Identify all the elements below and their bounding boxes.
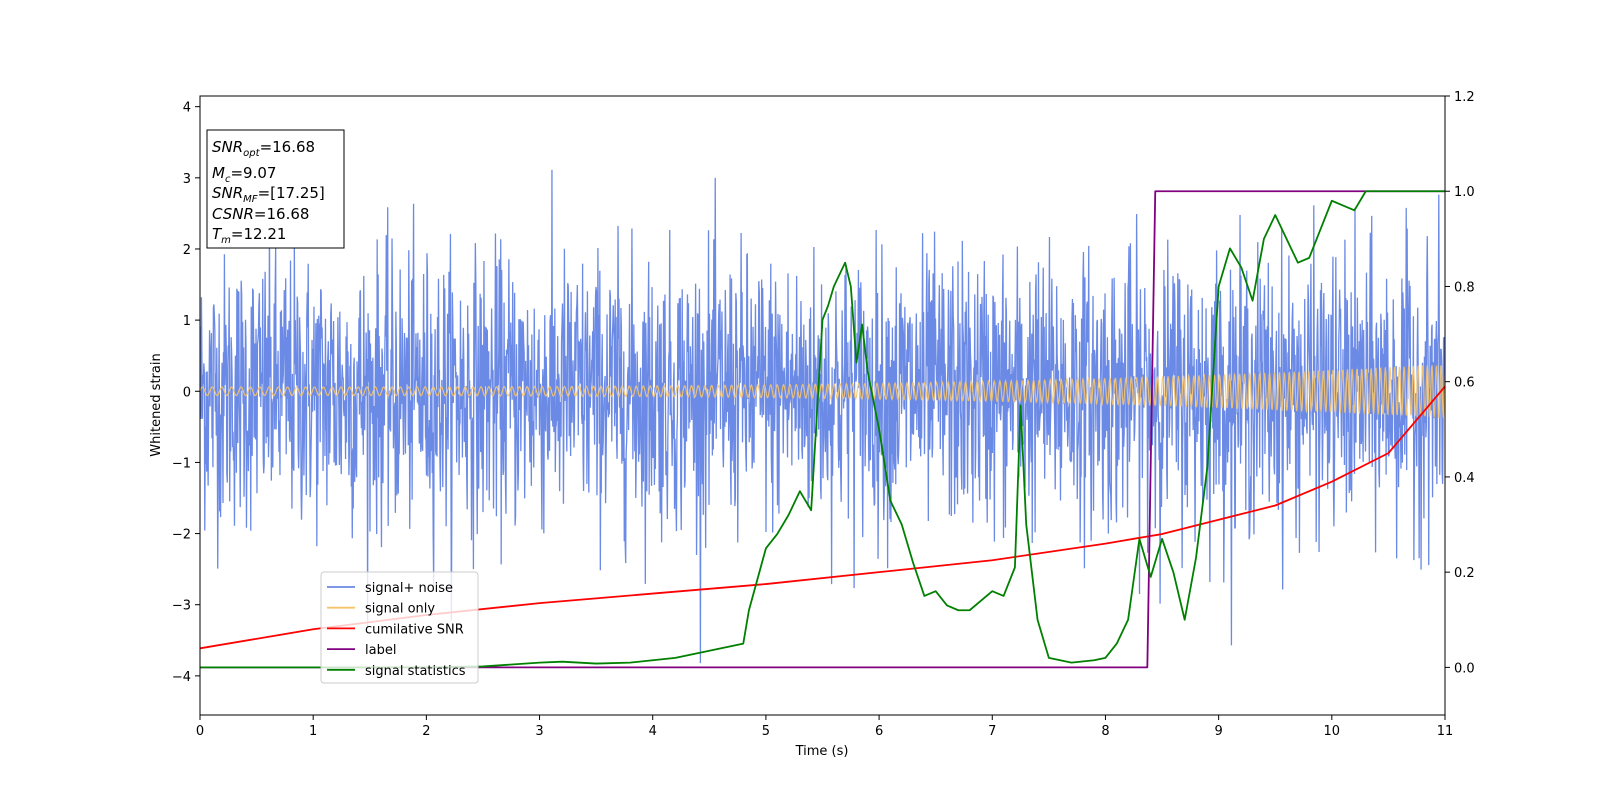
series-signal-only-line xyxy=(200,365,1445,419)
legend-label: signal statistics xyxy=(365,664,466,679)
legend-label: label xyxy=(365,643,396,658)
x-tick-label: 1 xyxy=(309,724,317,739)
series-signal-statistics-line xyxy=(200,190,1445,669)
x-tick-label: 9 xyxy=(1214,724,1222,739)
y-left-tick-label: −4 xyxy=(172,670,191,685)
y-right-tick-label: 0.6 xyxy=(1454,376,1475,391)
y-right-tick-label: 1.0 xyxy=(1454,185,1475,200)
y-left-tick-label: 3 xyxy=(183,172,191,187)
series-label-line xyxy=(200,190,1445,669)
x-tick-label: 8 xyxy=(1101,724,1109,739)
y-right-tick-label: 0.2 xyxy=(1454,566,1475,581)
plot-frame xyxy=(199,95,1446,716)
legend: signal+ noise signal only cumilative SNR la… xyxy=(320,571,479,684)
stats-snr-mf: SNRMF=[17.25] xyxy=(212,184,325,205)
x-tick-label: 10 xyxy=(1324,724,1341,739)
x-tick-label: 7 xyxy=(988,724,996,739)
y-left-tick-label: 0 xyxy=(183,385,191,400)
stats-box: SNRopt=16.68 Mc=9.07 SNRMF=[17.25] CSNR=… xyxy=(206,129,345,249)
y-right-tick-label: 0.0 xyxy=(1454,661,1475,676)
y-left-tick-label: 1 xyxy=(183,314,191,329)
axes-ticks: 0 1 2 3 4 5 6 7 8 9 10 11 −4 −3 −2 −1 0 1 2 3 4 0.0 0.2 0.4 0.6 0… xyxy=(172,90,1475,739)
y-right-tick-label: 0.8 xyxy=(1454,280,1475,295)
x-tick-label: 4 xyxy=(649,724,657,739)
x-axis-label: Time (s) xyxy=(795,744,849,759)
legend-label: signal only xyxy=(365,602,435,617)
x-tick-label: 2 xyxy=(422,724,430,739)
y-left-tick-label: 4 xyxy=(183,101,191,116)
x-tick-label: 3 xyxy=(535,724,543,739)
y-right-tick-label: 0.4 xyxy=(1454,471,1475,486)
x-tick-label: 11 xyxy=(1437,724,1454,739)
x-tick-label: 0 xyxy=(196,724,204,739)
x-tick-label: 6 xyxy=(875,724,883,739)
stats-box-frame xyxy=(206,129,345,249)
y-left-tick-label: −2 xyxy=(172,528,191,543)
x-tick-label: 5 xyxy=(762,724,770,739)
y-right-tick-label: 1.2 xyxy=(1454,90,1475,105)
stats-snr-opt: SNRopt=16.68 xyxy=(212,138,315,159)
y-left-tick-label: −3 xyxy=(172,599,191,614)
stats-mc: Mc=9.07 xyxy=(212,164,276,185)
y-left-tick-label: −1 xyxy=(172,456,191,471)
legend-frame xyxy=(320,571,479,684)
stats-tm: Tm=12.21 xyxy=(212,225,286,246)
y-left-tick-label: 2 xyxy=(183,243,191,258)
series-signal-noise-line xyxy=(200,169,1445,664)
legend-label: signal+ noise xyxy=(365,581,453,596)
stats-csnr: CSNR=16.68 xyxy=(212,205,309,223)
legend-label: cumilative SNR xyxy=(365,622,464,637)
y-axis-label: Whitened strain xyxy=(149,353,164,456)
legend-items: signal+ noise signal only cumilative SNR la… xyxy=(327,581,466,679)
